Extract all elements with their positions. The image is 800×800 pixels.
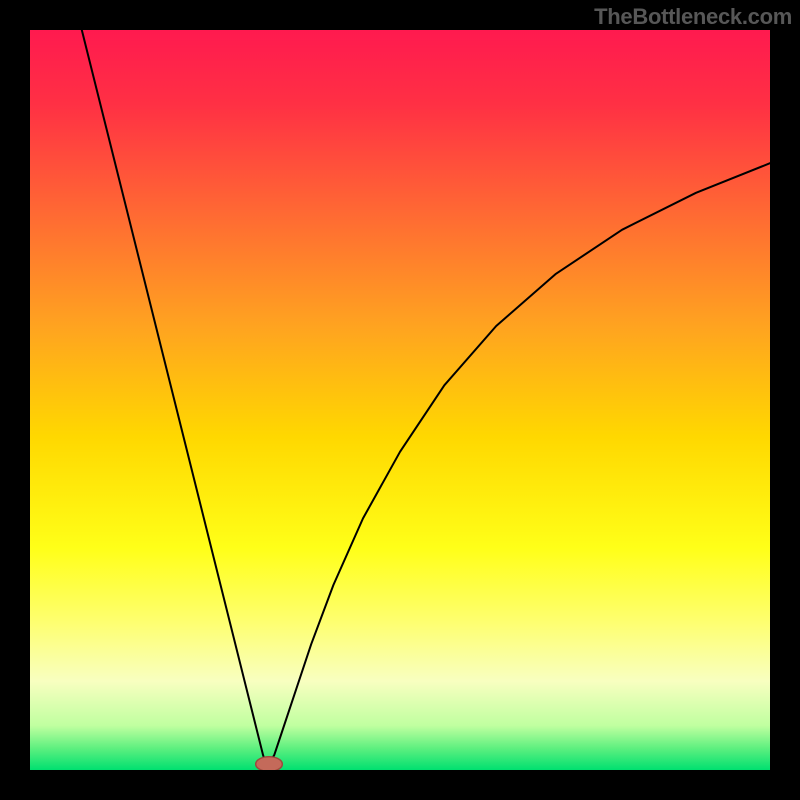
chart-svg bbox=[30, 30, 770, 770]
chart-frame: TheBottleneck.com bbox=[0, 0, 800, 800]
plot-area bbox=[30, 30, 770, 770]
watermark-text: TheBottleneck.com bbox=[594, 4, 792, 30]
